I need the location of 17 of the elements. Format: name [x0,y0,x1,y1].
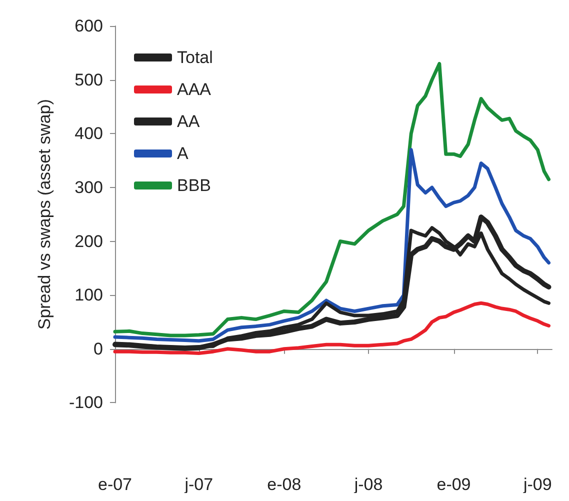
y-tick-label: 200 [74,232,103,251]
x-tick-label: e-08 [267,475,302,494]
y-axis-title: Spread vs swaps (asset swap) [35,99,54,330]
legend-label: AA [177,112,200,131]
y-tick-label: 600 [74,16,103,36]
y-tick-label: 300 [74,178,103,197]
y-tick-label: 0 [94,339,103,358]
y-tick-label: -100 [68,393,103,412]
legend-label: BBB [177,176,212,195]
x-tick-label: e-07 [98,475,132,494]
legend-label: A [177,144,189,163]
y-tick-label: 400 [74,124,103,144]
legend-label: AAA [177,80,212,99]
y-tick-label: 500 [74,70,103,90]
y-tick-label: 100 [74,286,103,305]
legend-label: Total [177,48,213,67]
x-tick-label: e-09 [436,475,471,494]
